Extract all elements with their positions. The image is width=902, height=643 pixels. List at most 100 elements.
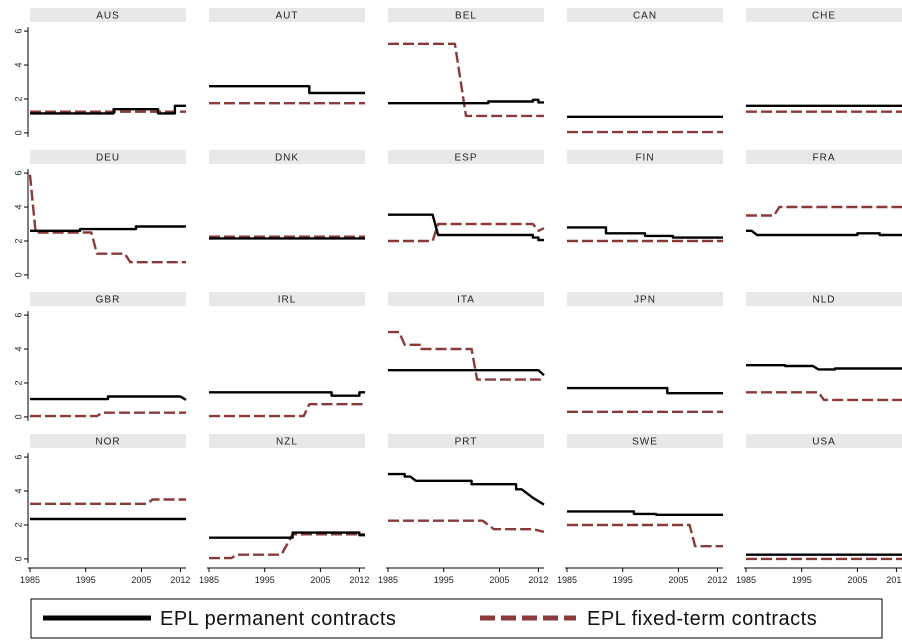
panel-title-fin: FIN [635,153,654,164]
x-tick-label: 2012 [349,575,369,585]
panel-gbr: GBR 0 2 4 6 [13,292,187,421]
panel-header-irl [209,292,365,306]
panel-title-irl: IRL [278,295,297,306]
series-line-fixed-esp [388,222,545,243]
panel-header-aus [30,8,186,22]
series-line-permanent-aus [30,104,186,115]
series-line-permanent-bel [388,98,544,105]
panel-header-jpn [567,292,723,306]
x-tick-label: 1995 [434,575,454,585]
panel-swe: SWE 1985 1995 2005 2012 [557,434,727,585]
panel-bel: BEL [388,8,544,118]
panel-deu: DEU 0 2 4 6 [13,150,186,279]
series-line-fixed-nor [30,498,186,505]
panel-aut: AUT [209,8,365,105]
legend-box [30,598,883,639]
panel-header-nzl [209,434,365,448]
panel-nld: NLD [746,292,902,402]
panel-che: CHE [746,8,902,113]
panel-title-usa: USA [812,437,836,448]
series-line-fixed-gbr [30,411,186,418]
panel-title-nor: NOR [95,437,120,448]
legend-label-fixed: EPL fixed-term contracts [587,608,817,630]
x-tick-label: 2005 [131,575,151,585]
series-line-fixed-bel [388,42,544,118]
x-tick-label: 2005 [310,575,330,585]
panel-nor: NOR 0 2 4 6 1985 1995 2005 2012 [13,434,190,585]
y-tick-label: 4 [13,347,23,352]
panel-title-aus: AUS [96,11,120,22]
panels-grid: AUS 0 2 4 6 AUT BEL CAN CHE DEU 0 2 4 6 DNK ESP FIN FRA GB… [13,8,902,585]
panel-header-deu [30,150,186,164]
panel-title-aut: AUT [276,11,299,22]
panel-title-esp: ESP [454,153,477,164]
panel-title-can: CAN [633,11,657,22]
panel-jpn: JPN [567,292,723,413]
x-tick-label: 1995 [76,575,96,585]
y-tick-label: 6 [13,455,23,460]
series-line-permanent-swe [567,510,723,516]
y-tick-label: 6 [13,171,23,176]
x-tick-label: 2005 [847,575,867,585]
panel-header-bel [388,8,544,22]
x-tick-label: 2012 [528,575,548,585]
series-line-permanent-deu [30,225,186,233]
panel-irl: IRL [209,292,365,418]
x-tick-label: 1985 [378,575,398,585]
y-tick-label: 4 [13,205,23,210]
x-tick-label: 2012 [707,575,727,585]
panel-esp: ESP [388,150,545,243]
panel-header-prt [388,434,544,448]
panel-header-che [746,8,902,22]
series-line-permanent-prt [388,472,545,506]
panel-header-ita [388,292,544,306]
series-line-permanent-fra [746,229,902,237]
panel-header-aut [209,8,365,22]
x-tick-label: 1985 [736,575,756,585]
panel-title-fra: FRA [813,153,836,164]
panel-header-gbr [30,292,186,306]
panel-usa: USA 1985 1995 2005 2012 [736,434,902,585]
series-line-permanent-nld [746,364,902,371]
panel-title-nzl: NZL [276,437,298,448]
panel-title-swe: SWE [632,437,658,448]
panel-header-fin [567,150,723,164]
x-tick-label: 1995 [792,575,812,585]
series-line-permanent-gbr [30,395,187,401]
panel-title-ita: ITA [457,295,475,306]
y-tick-label: 2 [13,522,23,527]
x-tick-label: 2005 [489,575,509,585]
series-line-permanent-esp [388,213,544,242]
series-line-permanent-irl [209,391,365,397]
legend-label-permanent: EPL permanent contracts [160,608,396,630]
panel-title-gbr: GBR [96,295,121,306]
x-tick-label: 2012 [886,575,902,585]
series-line-fixed-fra [746,205,902,217]
series-line-permanent-ita [388,369,545,377]
series-line-fixed-prt [388,519,545,533]
y-tick-label: 4 [13,489,23,494]
legend: EPL permanent contracts EPL fixed-term c… [30,598,883,639]
panel-header-usa [746,434,902,448]
panel-header-esp [388,150,544,164]
series-line-fixed-nzl [209,533,365,560]
panel-aus: AUS 0 2 4 6 [13,8,186,137]
panel-prt: PRT 1985 1995 2005 2012 [378,434,548,585]
x-tick-label: 1995 [255,575,275,585]
panel-header-swe [567,434,723,448]
panel-ita: ITA [388,292,545,381]
x-tick-label: 1985 [557,575,577,585]
y-tick-label: 0 [13,414,23,419]
y-tick-label: 0 [13,272,23,277]
panel-title-jpn: JPN [634,295,656,306]
y-tick-label: 6 [13,29,23,34]
panel-title-nld: NLD [812,295,835,306]
series-line-permanent-jpn [567,386,723,395]
panel-header-dnk [209,150,365,164]
series-line-fixed-nld [746,391,902,402]
series-line-fixed-deu [28,174,186,264]
series-line-permanent-nzl [209,531,365,539]
panel-nzl: NZL 1985 1995 2005 2012 [199,434,369,585]
y-tick-label: 2 [13,96,23,101]
panel-header-can [567,8,723,22]
